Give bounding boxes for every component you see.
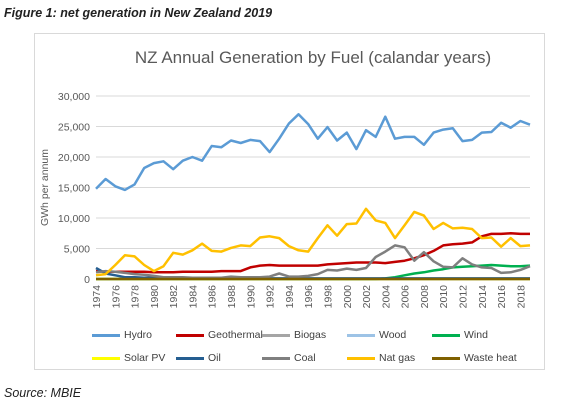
- x-tick-label: 1986: [207, 285, 219, 309]
- legend-item: Waste heat: [432, 352, 517, 364]
- legend-swatch: [176, 356, 204, 360]
- legend-swatch: [432, 333, 460, 337]
- y-tick-label: 25,000: [58, 122, 90, 134]
- legend-label: Geothermal: [208, 329, 263, 341]
- legend-label: Coal: [294, 352, 316, 364]
- legend-item: Nat gas: [347, 352, 415, 364]
- legend-label: Nat gas: [379, 352, 416, 364]
- y-tick-label: 0: [84, 274, 90, 286]
- x-tick-label: 2000: [342, 285, 354, 309]
- x-tick-label: 1974: [91, 285, 103, 309]
- legend-item: Hydro: [92, 329, 152, 341]
- x-tick-label: 2010: [438, 285, 450, 309]
- y-tick-label: 20,000: [58, 152, 90, 164]
- legend-label: Biogas: [294, 329, 327, 341]
- series-line-hydro: [95, 113, 531, 192]
- legend-swatch: [262, 333, 290, 337]
- legend-swatch: [432, 356, 460, 360]
- legend-label: Wood: [379, 329, 407, 341]
- x-tick-label: 1990: [245, 285, 257, 309]
- legend-item: Coal: [262, 352, 316, 364]
- legend-swatch: [347, 333, 375, 337]
- x-tick-label: 1998: [322, 285, 334, 309]
- legend-swatch: [92, 333, 120, 337]
- x-tick-label: 2012: [457, 285, 469, 309]
- x-tick-label: 2004: [380, 285, 392, 309]
- x-tick-label: 2014: [477, 285, 489, 309]
- legend-item: Wind: [432, 329, 488, 341]
- legend-label: Hydro: [124, 329, 153, 341]
- legend-item: Geothermal: [176, 329, 263, 341]
- y-tick-label: 10,000: [58, 213, 90, 225]
- x-tick-label: 1988: [226, 285, 238, 309]
- y-tick-label: 15,000: [58, 183, 90, 195]
- x-tick-label: 1978: [130, 285, 142, 309]
- x-tick-label: 1996: [303, 285, 315, 309]
- x-tick-label: 2002: [361, 285, 373, 309]
- legend-swatch: [347, 356, 375, 360]
- series-line-nat-gas: [95, 207, 531, 277]
- y-axis-label: GWh per annum: [39, 149, 51, 226]
- y-tick-label: 30,000: [58, 91, 90, 103]
- legend-label: Wind: [464, 329, 488, 341]
- y-tick-label: 5,000: [64, 244, 90, 256]
- legend-item: Biogas: [262, 329, 326, 341]
- x-tick-label: 1994: [284, 285, 296, 309]
- x-tick-label: 1980: [149, 285, 161, 309]
- chart-frame: [34, 33, 545, 370]
- legend-label: Oil: [208, 352, 221, 364]
- figure-caption: Figure 1: net generation in New Zealand …: [4, 6, 273, 20]
- series-line-geothermal: [95, 232, 530, 274]
- x-tick-label: 2006: [400, 285, 412, 309]
- series-line-coal: [95, 244, 531, 280]
- legend-item: Wood: [347, 329, 406, 341]
- legend-item: Solar PV: [92, 352, 165, 364]
- x-tick-label: 1984: [187, 285, 199, 309]
- x-tick-label: 1992: [265, 285, 277, 309]
- x-tick-label: 2018: [515, 285, 527, 309]
- x-tick-label: 1976: [110, 285, 122, 309]
- x-tick-label: 1982: [168, 285, 180, 309]
- chart-title: NZ Annual Generation by Fuel (calandar y…: [135, 48, 491, 67]
- legend-swatch: [262, 356, 290, 360]
- legend-swatch: [176, 333, 204, 337]
- x-tick-label: 2008: [419, 285, 431, 309]
- legend-label: Waste heat: [464, 352, 517, 364]
- legend-item: Oil: [176, 352, 221, 364]
- legend-label: Solar PV: [124, 352, 166, 364]
- source-note: Source: MBIE: [4, 386, 82, 400]
- legend-swatch: [92, 356, 120, 360]
- x-tick-label: 2016: [496, 285, 508, 309]
